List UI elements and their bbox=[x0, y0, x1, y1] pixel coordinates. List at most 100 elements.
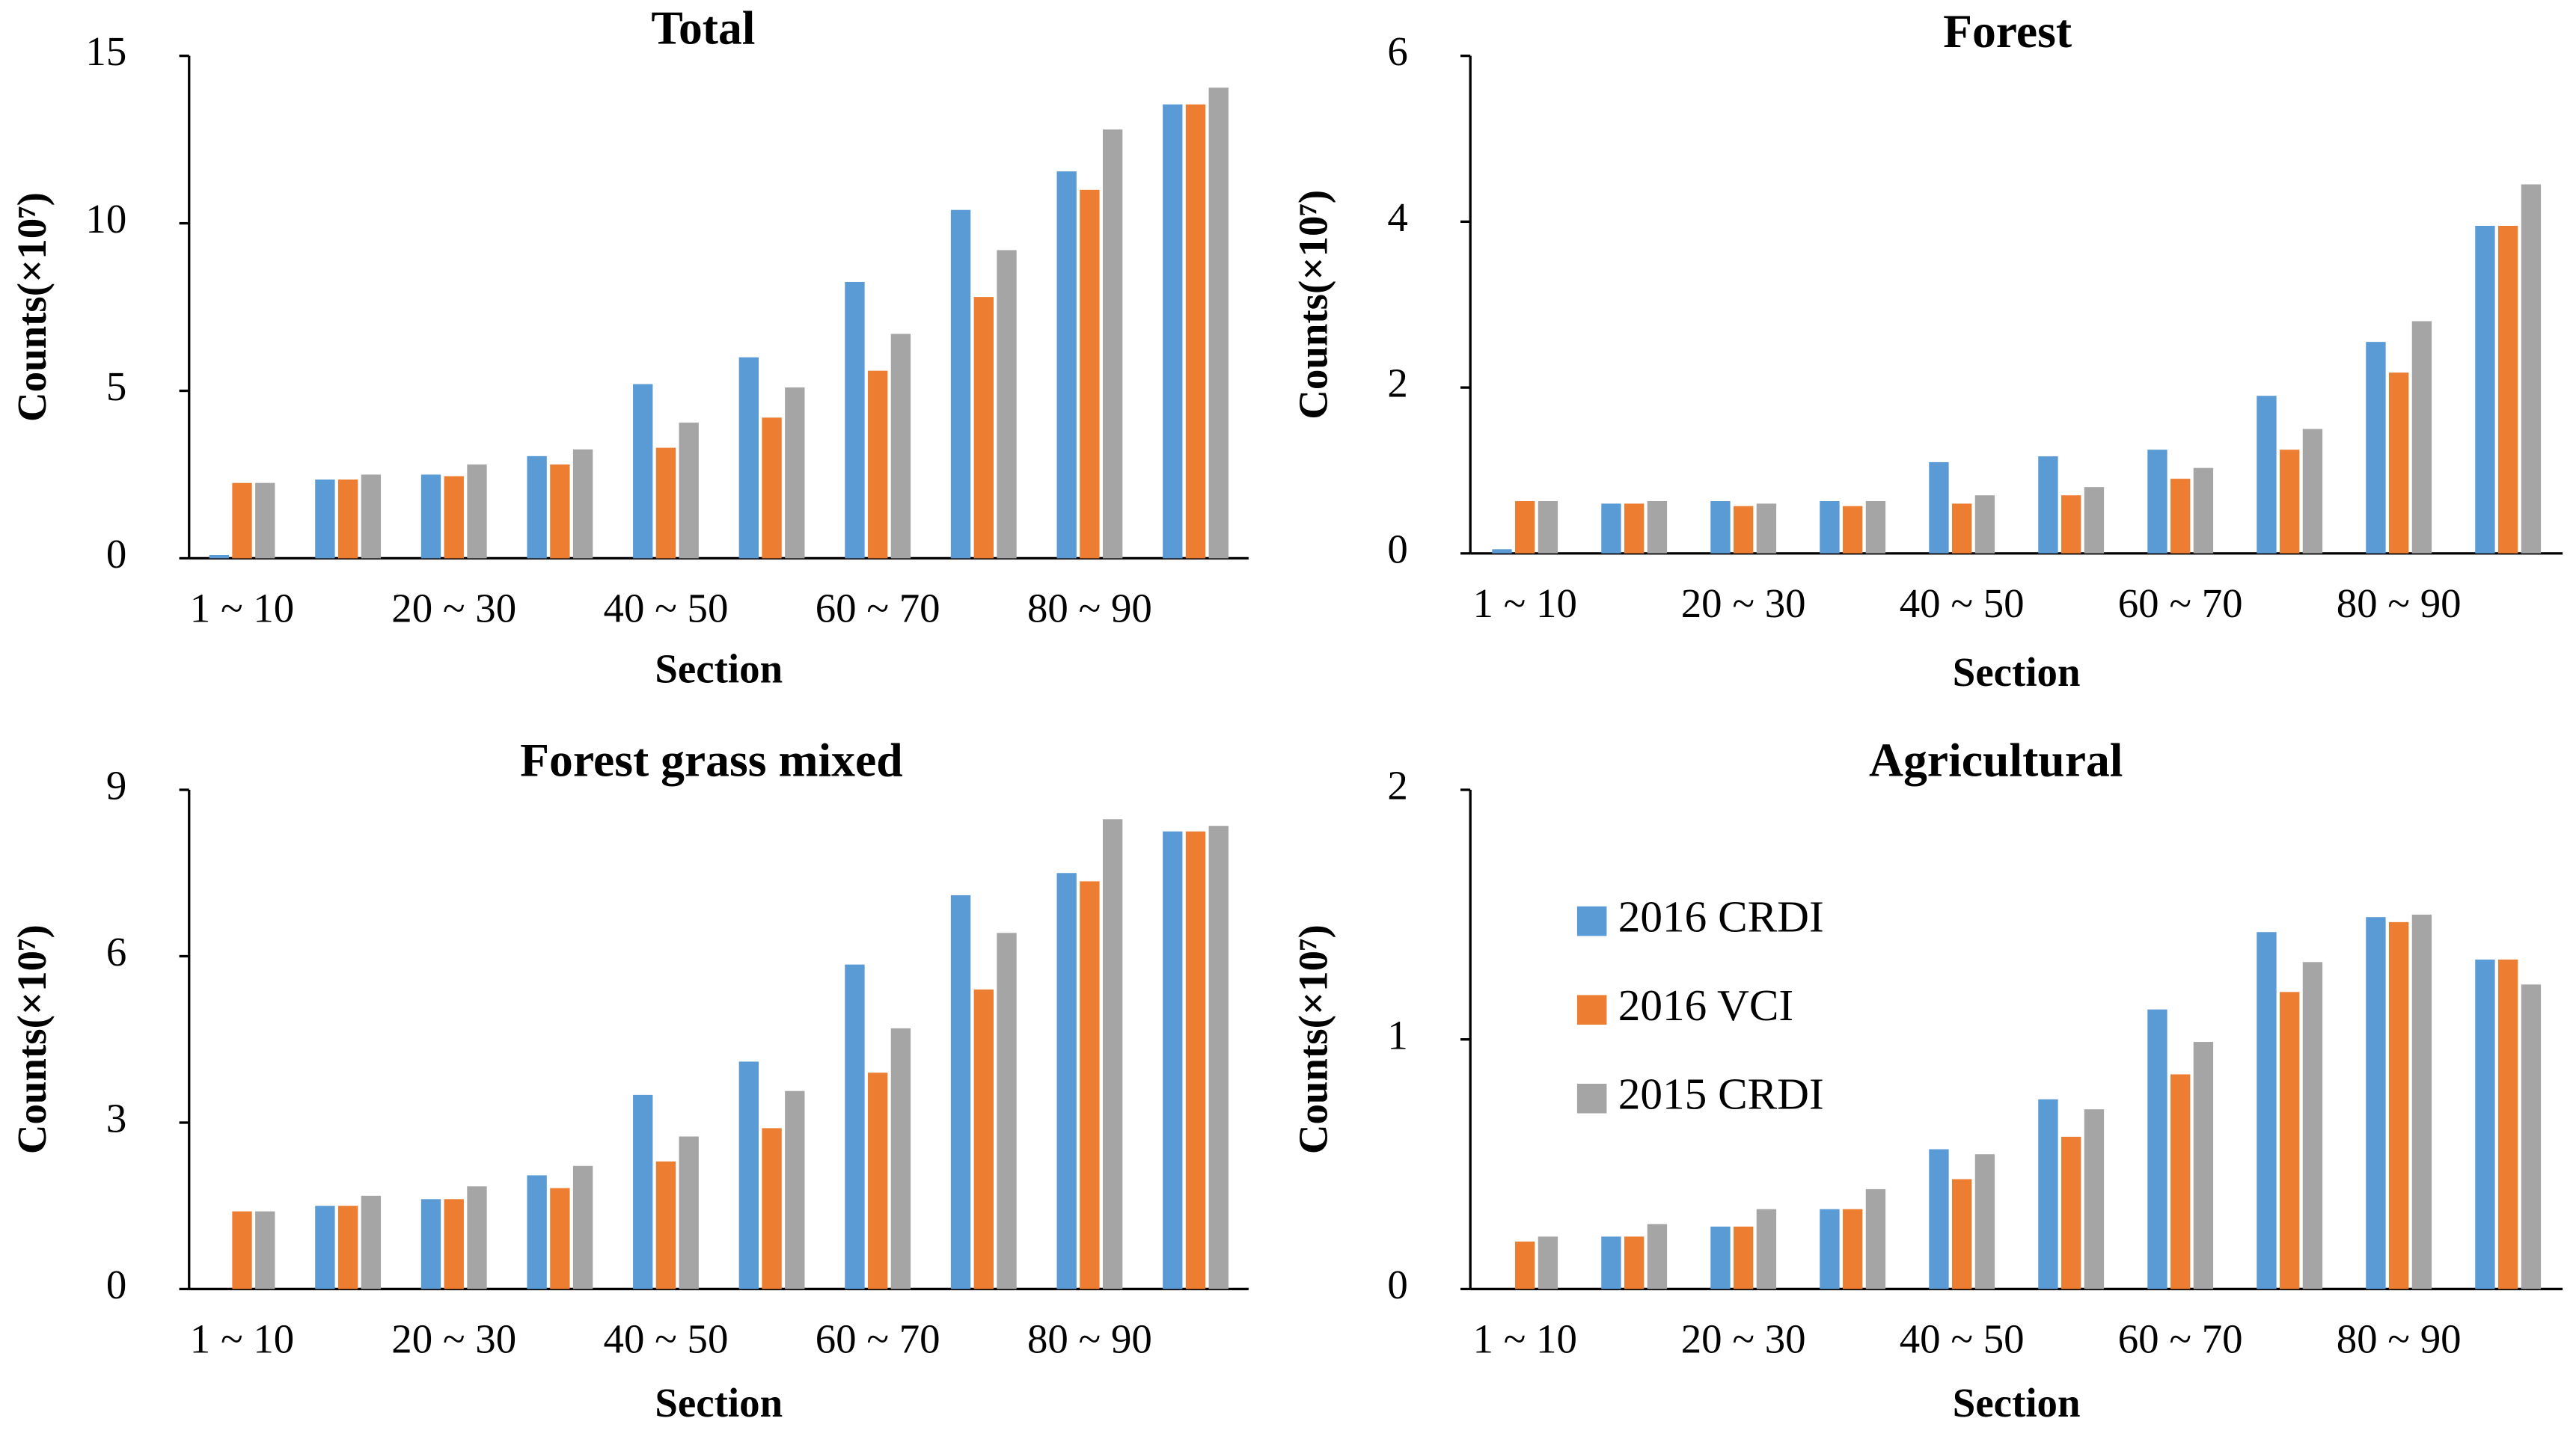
bar bbox=[444, 1199, 464, 1289]
bar bbox=[467, 464, 487, 559]
bar bbox=[1185, 104, 1206, 559]
bar bbox=[2147, 450, 2167, 553]
bar bbox=[255, 482, 275, 559]
bar bbox=[2280, 450, 2300, 553]
bar bbox=[655, 447, 676, 559]
bar bbox=[2170, 1074, 2191, 1289]
bar bbox=[785, 1090, 805, 1289]
x-tick-label: 1 ~ 10 bbox=[190, 1316, 294, 1361]
x-tick-label: 20 ~ 30 bbox=[391, 1316, 516, 1361]
bar bbox=[1601, 503, 1621, 553]
bar bbox=[785, 387, 805, 559]
bar bbox=[2411, 914, 2432, 1289]
legend-label: 2016 VCI bbox=[1618, 981, 1793, 1030]
bar bbox=[1163, 104, 1183, 559]
bar bbox=[1624, 1236, 1645, 1289]
bar bbox=[2389, 921, 2409, 1289]
legend-label: 2015 CRDI bbox=[1618, 1069, 1824, 1118]
bar bbox=[255, 1211, 275, 1289]
x-tick-label: 1 ~ 10 bbox=[1472, 580, 1576, 626]
x-axis-label: Section bbox=[1953, 1380, 2081, 1426]
bar bbox=[2280, 992, 2300, 1289]
bar bbox=[1929, 1149, 1949, 1289]
bar bbox=[890, 334, 911, 559]
bar bbox=[2038, 1099, 2058, 1289]
chart-title: Forest grass mixed bbox=[520, 734, 903, 787]
y-tick-label: 15 bbox=[85, 28, 126, 74]
bar bbox=[2366, 917, 2386, 1289]
legend-swatch bbox=[1576, 995, 1607, 1025]
bar bbox=[572, 1165, 593, 1289]
bar bbox=[1492, 549, 1512, 553]
x-tick-label: 60 ~ 70 bbox=[2118, 580, 2243, 626]
bar bbox=[2411, 321, 2432, 553]
x-axis-label: Section bbox=[1953, 649, 2081, 695]
bar bbox=[2038, 456, 2058, 553]
x-tick-label: 40 ~ 50 bbox=[1900, 1316, 2025, 1361]
bar bbox=[2475, 959, 2495, 1289]
y-tick-label: 0 bbox=[106, 1262, 126, 1307]
bar bbox=[1929, 461, 1949, 553]
bar bbox=[973, 989, 994, 1289]
bar bbox=[868, 1073, 888, 1289]
chart-title: Agricultural bbox=[1869, 734, 2123, 787]
bar bbox=[1710, 501, 1731, 553]
bar bbox=[420, 1199, 441, 1289]
bar bbox=[550, 1188, 570, 1289]
bar bbox=[361, 474, 382, 559]
bar bbox=[1952, 1179, 1972, 1289]
bar bbox=[572, 449, 593, 559]
bar bbox=[679, 1136, 699, 1289]
bar bbox=[337, 1206, 358, 1289]
y-tick-label: 0 bbox=[1387, 526, 1407, 571]
bar bbox=[232, 482, 252, 559]
x-tick-label: 20 ~ 30 bbox=[1681, 1316, 1806, 1361]
bar bbox=[1843, 506, 1863, 553]
bar bbox=[655, 1161, 676, 1289]
bar bbox=[1647, 1224, 1668, 1289]
bar bbox=[1185, 831, 1206, 1289]
bar bbox=[1865, 1188, 1886, 1289]
bar bbox=[2084, 487, 2105, 553]
bar bbox=[337, 479, 358, 559]
y-tick-label: 9 bbox=[106, 763, 126, 809]
bar bbox=[467, 1186, 487, 1289]
bar bbox=[2147, 1009, 2167, 1289]
bar bbox=[361, 1195, 382, 1289]
bar bbox=[444, 476, 464, 559]
x-tick-label: 20 ~ 30 bbox=[391, 585, 516, 631]
bar bbox=[1756, 503, 1777, 553]
bar bbox=[1952, 503, 1972, 553]
y-tick-label: 6 bbox=[1387, 28, 1407, 74]
chart-title: Forest bbox=[1943, 4, 2072, 58]
x-tick-label: 80 ~ 90 bbox=[1027, 1316, 1152, 1361]
bar bbox=[1734, 506, 1754, 553]
bar bbox=[2061, 1136, 2081, 1289]
bar bbox=[2521, 184, 2542, 553]
bar bbox=[1974, 495, 1995, 553]
y-tick-label: 3 bbox=[106, 1096, 126, 1141]
bar bbox=[527, 455, 547, 559]
bar bbox=[973, 297, 994, 559]
bar bbox=[2257, 396, 2277, 553]
bar bbox=[997, 250, 1017, 559]
bar bbox=[2366, 342, 2386, 553]
bar bbox=[1538, 501, 1558, 553]
bar bbox=[2498, 959, 2518, 1289]
x-tick-label: 1 ~ 10 bbox=[190, 585, 294, 631]
bar bbox=[1647, 501, 1668, 553]
x-tick-label: 80 ~ 90 bbox=[2337, 1316, 2462, 1361]
legend-label: 2016 CRDI bbox=[1618, 892, 1824, 941]
y-axis-label: Counts(×10⁷) bbox=[9, 924, 55, 1154]
bar bbox=[950, 209, 971, 559]
y-tick-label: 6 bbox=[106, 929, 126, 975]
bar bbox=[2521, 984, 2542, 1289]
y-tick-label: 1 bbox=[1387, 1012, 1407, 1058]
y-tick-label: 10 bbox=[85, 196, 126, 242]
bar bbox=[1515, 501, 1535, 553]
bar bbox=[1102, 129, 1123, 559]
x-tick-label: 1 ~ 10 bbox=[1472, 1316, 1576, 1361]
bar bbox=[1820, 1209, 1840, 1289]
